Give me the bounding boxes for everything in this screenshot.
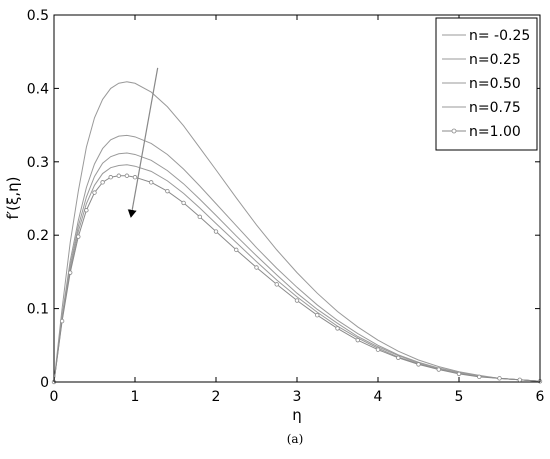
series-line-1 — [53, 81, 541, 383]
series-point — [436, 367, 441, 372]
x-axis-label: η — [292, 406, 302, 424]
y-axis-label: f′(ξ,η) — [4, 176, 22, 219]
legend-box — [435, 17, 538, 151]
series-point — [234, 247, 239, 253]
series-point — [100, 180, 105, 185]
x-tick-label: 3 — [293, 389, 302, 405]
series-point — [254, 265, 259, 270]
x-tick-label: 1 — [131, 389, 140, 405]
series-point — [181, 200, 186, 206]
series-point — [315, 313, 320, 318]
figure-caption: (a) — [287, 432, 304, 446]
series-point — [197, 214, 202, 220]
series-point — [124, 173, 130, 178]
series-point — [396, 355, 401, 360]
x-tick-label: 0 — [50, 389, 59, 405]
y-tick-label: 0.1 — [27, 302, 49, 318]
series-point — [375, 347, 381, 352]
x-tick-label: 2 — [212, 389, 221, 405]
legend-label: n=0.25 — [469, 52, 521, 68]
series-layer — [51, 81, 543, 385]
series-point — [274, 282, 279, 287]
series-point — [335, 326, 340, 331]
series-point — [456, 371, 462, 377]
series-point — [213, 229, 219, 234]
series-point — [108, 175, 113, 180]
series-point — [92, 190, 97, 195]
series-line-3 — [53, 152, 541, 383]
series-line-2 — [53, 134, 541, 383]
series-point — [294, 298, 300, 303]
y-tick-label: 0 — [40, 375, 49, 391]
y-tick-label: 0.3 — [27, 155, 49, 171]
legend-label: n=1.00 — [469, 124, 521, 140]
series-point — [67, 270, 73, 275]
legend-label: n=0.75 — [469, 100, 521, 116]
x-tick-label: 5 — [455, 389, 464, 405]
x-tick-label: 6 — [536, 389, 545, 405]
x-tick-label: 4 — [374, 389, 383, 405]
series-point — [76, 234, 81, 239]
series-point — [517, 377, 522, 382]
legend-label: n= -0.25 — [469, 28, 530, 44]
legend-label: n=0.50 — [469, 76, 521, 92]
series-point — [355, 337, 360, 343]
series-point — [84, 208, 89, 213]
series-point — [116, 173, 121, 178]
series-point — [477, 374, 482, 380]
series-point — [59, 318, 65, 324]
annotation-arrow — [127, 67, 159, 218]
y-tick-label: 0.2 — [27, 228, 49, 244]
series-point — [132, 175, 138, 180]
series-point — [497, 376, 502, 381]
ticks-layer: 0 1 2 3 4 5 6 0 0.1 0.2 0.3 0.4 0.5 — [27, 8, 545, 405]
y-tick-label: 0.5 — [27, 8, 49, 24]
y-tick-label: 0.4 — [27, 81, 49, 97]
legend-marker — [451, 128, 457, 134]
series-point — [148, 180, 154, 185]
legend: n= -0.25 n=0.25 n=0.50 n=0.75 n=1.00 — [435, 17, 538, 151]
series-point — [416, 362, 421, 367]
series-point — [165, 188, 170, 194]
